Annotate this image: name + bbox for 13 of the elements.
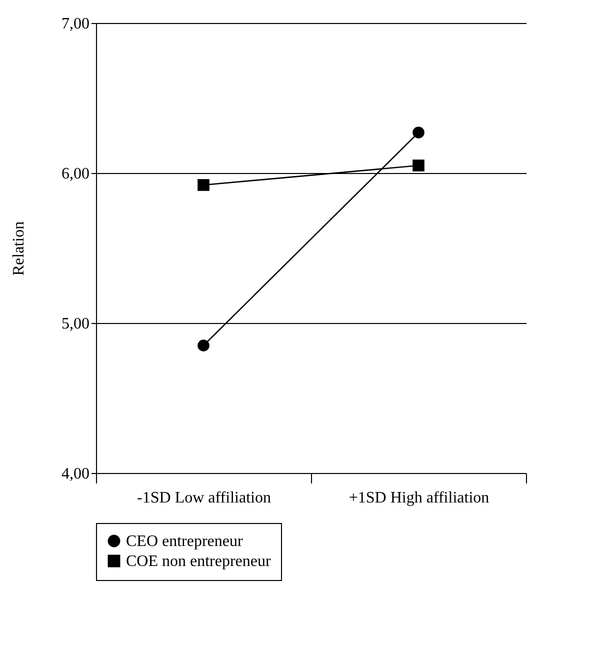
point — [198, 179, 210, 191]
y-tick-label: 5,00 — [62, 316, 90, 332]
x-tick-label: -1SD Low affiliation — [137, 490, 271, 506]
legend-label: CEO entrepreneur — [126, 533, 244, 550]
point — [198, 340, 210, 352]
legend-label: COE non entrepreneur — [126, 553, 272, 570]
point — [412, 126, 424, 138]
point — [412, 160, 424, 172]
x-tick-label: +1SD High affiliation — [348, 490, 490, 506]
y-tick-label: 4,00 — [62, 466, 90, 482]
y-tick-label: 7,00 — [62, 16, 90, 32]
y-axis-title: Relation — [10, 221, 28, 276]
y-tick-label: 6,00 — [62, 166, 90, 182]
